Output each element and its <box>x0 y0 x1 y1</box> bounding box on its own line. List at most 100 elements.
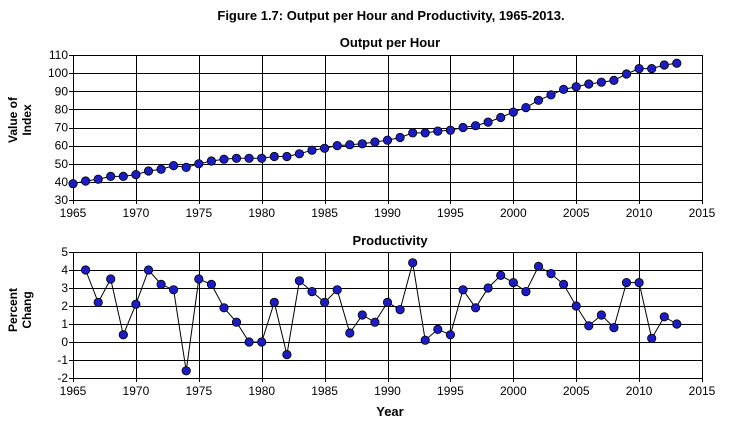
data-point <box>584 321 594 331</box>
y-tick-label: 70 <box>55 121 69 135</box>
data-point <box>408 128 418 138</box>
data-point <box>257 153 267 163</box>
y-axis-label-productivity-line2: Chang <box>20 291 34 328</box>
data-point <box>81 265 91 275</box>
x-tick-label: 2005 <box>563 384 590 398</box>
data-point <box>533 261 544 271</box>
data-point <box>118 171 128 181</box>
data-point <box>118 330 128 340</box>
x-tick-label: 1995 <box>437 206 464 220</box>
x-tick-label: 1965 <box>60 384 87 398</box>
x-axis-label-productivity: Year <box>376 404 403 419</box>
data-point <box>445 125 455 135</box>
data-point <box>609 75 619 86</box>
x-tick-label: 1980 <box>248 384 275 398</box>
data-point <box>634 277 644 288</box>
x-tick-label: 1970 <box>123 384 150 398</box>
data-point <box>558 279 569 289</box>
data-point <box>483 117 493 127</box>
data-point <box>307 145 317 155</box>
x-tick-label: 1975 <box>185 384 212 398</box>
data-point <box>357 310 367 320</box>
y-tick-label: 90 <box>55 84 69 98</box>
data-point <box>596 310 607 320</box>
data-point <box>181 162 191 172</box>
data-point <box>332 141 342 151</box>
y-tick-label: 110 <box>49 48 68 62</box>
data-point <box>395 304 405 315</box>
data-point <box>357 139 367 149</box>
chart-title-productivity: Productivity <box>352 233 428 248</box>
data-point <box>156 164 166 174</box>
y-axis-label-productivity-line1: Percent <box>6 288 20 332</box>
data-point <box>433 324 443 334</box>
data-point <box>533 95 544 105</box>
data-point <box>420 128 430 138</box>
data-point <box>106 171 116 181</box>
data-point <box>672 58 682 68</box>
figure-title: Figure 1.7: Output per Hour and Producti… <box>217 8 564 23</box>
data-point <box>93 174 103 184</box>
data-point <box>483 283 493 293</box>
data-point <box>282 349 292 360</box>
data-point <box>596 77 607 87</box>
data-point <box>571 301 581 311</box>
data-point <box>206 279 216 289</box>
data-point <box>647 333 657 343</box>
data-point <box>156 279 166 289</box>
data-point <box>181 366 191 376</box>
data-point <box>68 179 78 189</box>
data-point <box>647 64 657 74</box>
data-point <box>420 335 430 345</box>
y-axis-label-output-line1: Value of <box>6 96 20 143</box>
y-tick-label: 30 <box>55 193 69 207</box>
data-point <box>470 303 481 313</box>
data-point <box>458 122 468 133</box>
data-point <box>470 121 481 131</box>
y-tick-label: 50 <box>55 157 69 171</box>
x-tick-label: 1975 <box>185 206 212 220</box>
data-point <box>584 79 594 89</box>
data-point <box>408 258 418 268</box>
data-point <box>445 330 455 340</box>
data-point <box>345 140 355 150</box>
x-tick-label: 2000 <box>500 384 527 398</box>
data-point <box>294 276 304 286</box>
y-tick-label: 3 <box>61 281 68 295</box>
data-point <box>169 161 179 171</box>
x-tick-label: 1980 <box>248 206 275 220</box>
data-point <box>244 153 254 163</box>
data-point <box>395 132 405 143</box>
y-tick-label: 1 <box>61 317 68 331</box>
data-point <box>294 149 304 159</box>
data-point <box>382 135 393 145</box>
plot-frame <box>73 55 703 201</box>
data-point <box>558 84 569 95</box>
data-point <box>521 103 531 113</box>
data-point <box>496 270 506 280</box>
data-point <box>143 265 154 275</box>
x-tick-label: 1990 <box>374 384 401 398</box>
data-point <box>508 107 518 117</box>
x-tick-label: 2010 <box>626 206 653 220</box>
data-point <box>81 176 91 186</box>
chart-title-output: Output per Hour <box>340 35 440 50</box>
data-point <box>508 277 518 288</box>
data-point <box>143 166 154 176</box>
data-point <box>458 285 468 295</box>
data-point <box>370 137 380 147</box>
data-point <box>319 297 330 307</box>
x-tick-label: 1990 <box>374 206 401 220</box>
x-tick-label: 2005 <box>563 206 590 220</box>
data-point <box>131 299 141 309</box>
plot-area-productivity: 1965 1970 1975 1980 1985 1990 1995 2000 2005 2010… <box>57 245 715 398</box>
data-point <box>521 286 531 297</box>
data-point <box>332 285 342 295</box>
data-point <box>231 153 242 163</box>
data-point <box>672 319 682 329</box>
y-tick-label: 0 <box>61 335 68 349</box>
x-tick-label: 1995 <box>437 384 464 398</box>
y-tick-label: 80 <box>55 102 69 116</box>
data-point <box>194 159 204 169</box>
